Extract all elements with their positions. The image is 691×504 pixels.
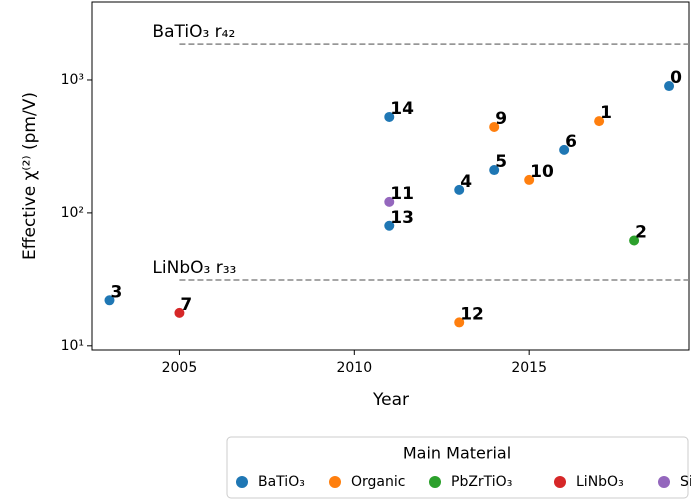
- point-label: 2: [635, 222, 647, 242]
- point: [384, 220, 395, 231]
- point: [594, 116, 605, 127]
- point-label: 13: [390, 208, 414, 228]
- legend-label: BaTiO₃: [258, 474, 305, 490]
- point: [174, 307, 185, 318]
- legend-box: [226, 436, 689, 499]
- y-tick-label: 10²: [61, 205, 84, 221]
- legend-label: LiNbO₃: [576, 474, 624, 490]
- x-tick-label: 2015: [511, 360, 547, 376]
- legend-label: PbZrTiO₃: [451, 474, 512, 490]
- point: [104, 295, 115, 306]
- x-tick-label: 2010: [336, 360, 372, 376]
- legend-marker: [658, 476, 670, 488]
- point-label: 12: [460, 304, 484, 324]
- point-label: 9: [495, 109, 507, 129]
- y-tick-label: 10¹: [61, 338, 84, 354]
- plot-frame: [91, 1, 690, 351]
- point-label: 0: [670, 68, 682, 88]
- point-label: 11: [390, 184, 414, 204]
- point: [559, 144, 570, 155]
- reference-label: LiNbO₃ r₃₃: [152, 258, 236, 278]
- point-label: 14: [390, 99, 414, 119]
- point: [454, 184, 465, 195]
- point: [524, 174, 535, 185]
- y-tick-label: 10³: [61, 72, 84, 88]
- point: [664, 81, 675, 92]
- point-label: 10: [530, 162, 554, 182]
- legend-label: SiN: [680, 474, 691, 490]
- point: [454, 317, 465, 328]
- y-axis-label: Effective χ⁽²⁾ (pm/V): [20, 92, 40, 260]
- point-label: 7: [180, 295, 192, 315]
- point: [489, 121, 500, 132]
- legend-marker: [236, 476, 248, 488]
- point-label: 1: [600, 103, 612, 123]
- point-label: 5: [495, 152, 507, 172]
- point-label: 6: [565, 132, 577, 152]
- point: [629, 235, 640, 246]
- point: [384, 111, 395, 122]
- legend-title: Main Material: [403, 444, 511, 463]
- legend-marker: [554, 476, 566, 488]
- legend-marker: [329, 476, 341, 488]
- point-label: 4: [460, 172, 472, 192]
- point: [384, 196, 395, 207]
- x-axis-label: Year: [372, 390, 409, 410]
- reference-label: BaTiO₃ r₄₂: [152, 22, 235, 42]
- point: [489, 165, 500, 176]
- x-tick-label: 2005: [162, 360, 198, 376]
- legend-label: Organic: [351, 474, 405, 490]
- legend-marker: [429, 476, 441, 488]
- point-label: 3: [110, 282, 122, 302]
